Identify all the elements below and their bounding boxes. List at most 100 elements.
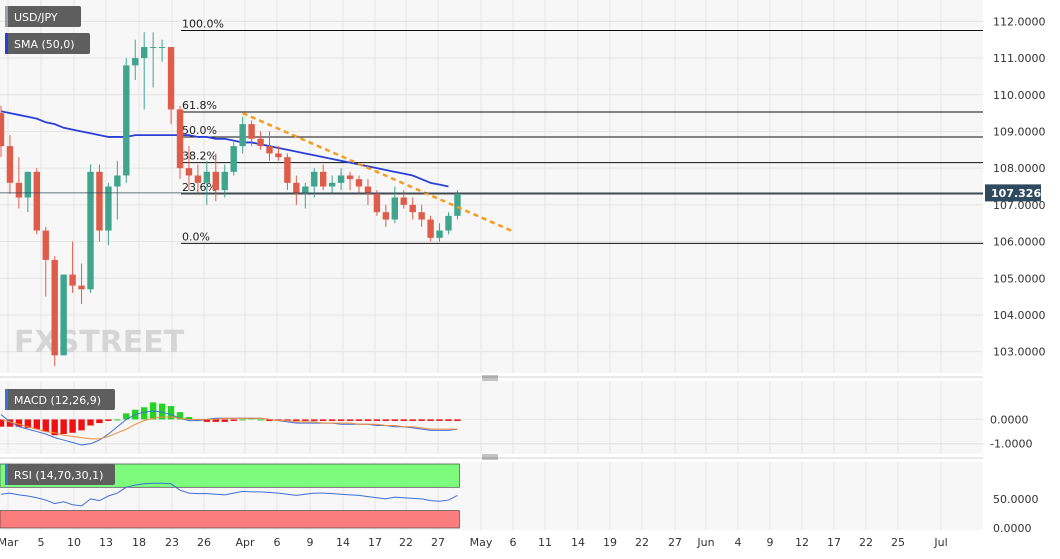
right-axis-bg bbox=[983, 0, 1060, 555]
sma-50-line bbox=[0, 110, 449, 188]
price-panel-bg bbox=[0, 0, 983, 373]
candle-body bbox=[78, 285, 85, 290]
price-tick-label: 112.0000 bbox=[993, 15, 1046, 28]
candle-body bbox=[328, 182, 336, 187]
macd-layer bbox=[0, 402, 461, 446]
macd-histogram-bar bbox=[24, 419, 32, 428]
candle-body bbox=[203, 171, 211, 183]
candle bbox=[203, 160, 211, 205]
candle-body bbox=[346, 175, 354, 180]
candle bbox=[293, 175, 300, 205]
rsi-tag[interactable]: RSI (14,70,30,1) bbox=[5, 464, 115, 485]
candle-body bbox=[123, 65, 130, 176]
candle bbox=[355, 175, 363, 194]
price-tick-label: 104.0000 bbox=[993, 309, 1046, 322]
candle-body bbox=[320, 171, 327, 187]
fib-level-label: 38.2% bbox=[182, 150, 217, 163]
candle-body bbox=[248, 124, 255, 139]
rsi-tick-label: 50.0000 bbox=[993, 493, 1039, 506]
macd-histogram-bar bbox=[427, 419, 434, 421]
candle bbox=[33, 168, 40, 235]
candle-body bbox=[60, 274, 67, 356]
rsi-line bbox=[0, 482, 458, 507]
candle bbox=[114, 160, 121, 220]
symbol-tag[interactable]: USD/JPY bbox=[5, 6, 81, 27]
candle bbox=[257, 131, 264, 150]
fib-level-label: 23.6% bbox=[182, 181, 217, 194]
macd-panel-bg bbox=[0, 381, 983, 454]
candle bbox=[445, 212, 452, 235]
candle bbox=[275, 146, 282, 161]
candle-body bbox=[69, 274, 76, 286]
macd-tick-label: 0.0000 bbox=[990, 413, 1029, 426]
macd-histogram-bar bbox=[257, 419, 264, 421]
fib-level-label: 61.8% bbox=[182, 99, 217, 112]
sma-tag[interactable]: SMA (50,0) bbox=[5, 33, 90, 54]
candle bbox=[176, 105, 184, 180]
candle bbox=[60, 274, 67, 356]
candle-body bbox=[302, 186, 309, 194]
candle-body bbox=[0, 113, 5, 147]
candle bbox=[248, 120, 255, 147]
macd-histogram-bar bbox=[445, 419, 452, 421]
macd-histogram-bar bbox=[230, 419, 237, 421]
candle-body bbox=[141, 47, 148, 59]
last-price-tag: 107.3260 bbox=[985, 184, 1049, 202]
price-tick-label: 103.0000 bbox=[993, 346, 1046, 359]
candle-body bbox=[212, 171, 219, 191]
price-tick-label: 106.0000 bbox=[993, 236, 1046, 249]
macd-histogram-bar bbox=[114, 419, 121, 421]
sma-label: SMA (50,0) bbox=[14, 38, 75, 51]
rsi-tick-label: 0.0000 bbox=[993, 522, 1032, 535]
candle bbox=[382, 204, 390, 227]
trendline-layer bbox=[0, 111, 983, 232]
x-tick-label: 9 bbox=[767, 536, 774, 549]
candle-body bbox=[257, 138, 264, 147]
candle bbox=[69, 241, 76, 293]
x-tick-label: 5 bbox=[38, 536, 45, 549]
macd-histogram-bar bbox=[311, 419, 318, 421]
macd-histogram-bar bbox=[212, 419, 219, 422]
x-tick-label: 27 bbox=[431, 536, 445, 549]
macd-histogram-bar bbox=[239, 419, 246, 421]
x-tick-label: 9 bbox=[307, 536, 314, 549]
x-tick-label: 12 bbox=[795, 536, 809, 549]
candle-body bbox=[382, 212, 390, 220]
x-tick-label: 19 bbox=[603, 536, 617, 549]
macd-histogram-bar bbox=[87, 419, 94, 426]
macd-histogram-bar bbox=[221, 419, 228, 422]
candle-body bbox=[409, 204, 416, 213]
price-tick-label: 109.0000 bbox=[993, 125, 1046, 138]
candle bbox=[328, 175, 336, 194]
candle-body bbox=[194, 175, 202, 183]
macd-histogram-bar bbox=[96, 419, 103, 424]
macd-resize-handle[interactable] bbox=[482, 375, 498, 381]
candle bbox=[409, 197, 416, 220]
macd-tag[interactable]: MACD (12,26,9) bbox=[5, 389, 115, 410]
price-tick-label: 107.0000 bbox=[993, 199, 1046, 212]
macd-histogram-bar bbox=[158, 403, 166, 420]
rsi-layer bbox=[0, 482, 458, 507]
macd-histogram-bar bbox=[141, 407, 148, 420]
rsi-label: RSI (14,70,30,1) bbox=[14, 469, 103, 482]
macd-histogram-bar bbox=[6, 419, 14, 427]
fib-level-label: 50.0% bbox=[182, 124, 217, 137]
x-tick-label: 4 bbox=[735, 536, 742, 549]
macd-histogram-bar bbox=[391, 419, 398, 421]
candle-body bbox=[87, 171, 94, 290]
candle bbox=[96, 164, 103, 242]
candle-body bbox=[418, 212, 425, 220]
macd-histogram-bar bbox=[69, 419, 76, 433]
x-tick-label: 6 bbox=[510, 536, 517, 549]
candle bbox=[0, 105, 5, 158]
candle-body bbox=[293, 182, 300, 194]
candle-body bbox=[337, 175, 345, 183]
rsi-resize-handle[interactable] bbox=[482, 454, 498, 460]
candle-body bbox=[400, 197, 407, 205]
candle-body bbox=[239, 124, 246, 147]
fib-level-label: 100.0% bbox=[182, 18, 224, 31]
macd-histogram-bar bbox=[248, 418, 255, 420]
macd-signal-line bbox=[0, 416, 458, 440]
x-tick-label: 27 bbox=[668, 536, 682, 549]
